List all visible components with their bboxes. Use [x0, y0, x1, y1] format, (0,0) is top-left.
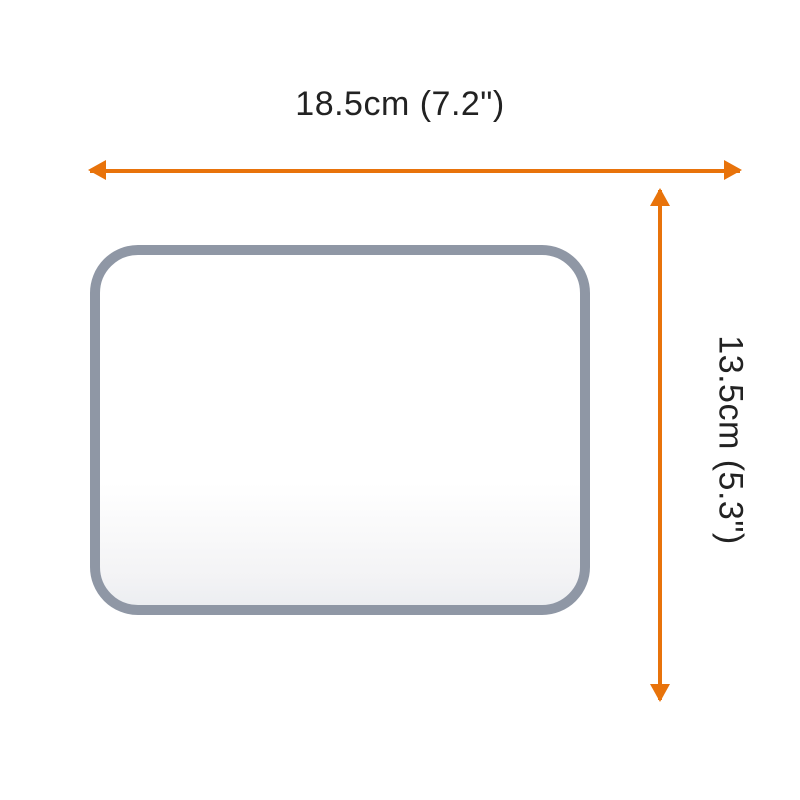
- width-dimension-arrow: [90, 160, 740, 180]
- product-outline: [90, 245, 590, 615]
- height-dimension-arrow: [650, 190, 670, 700]
- height-label: 13.5cm (5.3"): [711, 335, 750, 544]
- width-dimension-line: [90, 169, 740, 173]
- arrow-right-icon: [724, 160, 742, 180]
- height-dimension-line: [658, 190, 662, 700]
- width-label: 18.5cm (7.2"): [0, 85, 800, 124]
- arrow-down-icon: [650, 684, 670, 702]
- dimension-diagram: 18.5cm (7.2") 13.5cm (5.3"): [0, 0, 800, 800]
